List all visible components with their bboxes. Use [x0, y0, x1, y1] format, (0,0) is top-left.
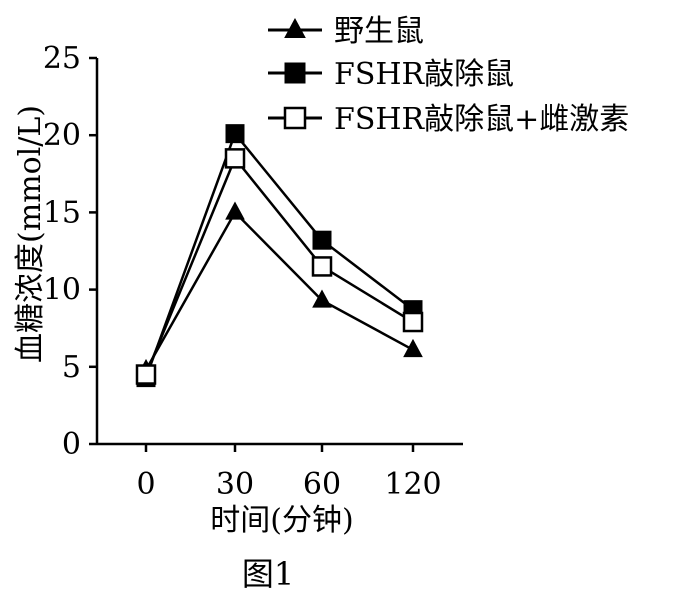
legend-entry: FSHR敲除鼠+雌激素: [268, 102, 629, 137]
y-tick-label: 25: [43, 41, 81, 76]
y-tick-label: 20: [43, 118, 81, 153]
data-point: [312, 230, 332, 250]
legend-entry: 野生鼠: [268, 14, 424, 49]
x-tick-label: 60: [303, 467, 341, 502]
legend-marker: [284, 17, 306, 38]
y-tick-label: 5: [62, 350, 81, 385]
x-axis-title: 时间(分钟): [210, 503, 353, 538]
data-point: [135, 364, 157, 385]
series-line: [144, 210, 414, 371]
x-tick-label: 120: [384, 467, 441, 502]
data-point: [403, 338, 423, 358]
data-point: [225, 201, 245, 220]
y-tick-label: 10: [43, 273, 81, 308]
series-line: [144, 131, 414, 379]
legend-entry: FSHR敲除鼠: [268, 57, 514, 92]
axes: 0 5 10 15 20 25 0 30 60 120: [43, 41, 463, 502]
data-point: [402, 311, 424, 333]
legend-label: FSHR敲除鼠+雌激素: [334, 102, 629, 137]
x-ticks: 0 30 60 120: [136, 444, 442, 502]
y-tick-label: 0: [62, 427, 81, 462]
legend-marker: [283, 106, 307, 130]
legend-label: FSHR敲除鼠: [334, 57, 514, 92]
data-point: [224, 148, 246, 169]
data-point: [312, 289, 332, 308]
y-ticks: 0 5 10 15 20 25: [43, 41, 97, 462]
figure-caption: 图1: [242, 555, 294, 593]
data-point: [311, 256, 333, 277]
plot-series: [135, 124, 424, 388]
legend-label: 野生鼠: [334, 14, 424, 49]
data-point: [225, 124, 245, 144]
y-axis-title: 血糖浓度(mmol/L): [13, 105, 48, 363]
y-tick-label: 15: [43, 195, 81, 230]
x-tick-label: 30: [216, 467, 254, 502]
legend-marker: [284, 62, 306, 84]
x-tick-label: 0: [136, 467, 155, 502]
series-3: [135, 148, 424, 385]
series-2: [136, 124, 423, 388]
series-line: [144, 155, 414, 375]
legend: 野生鼠 FSHR敲除鼠 FSHR敲除鼠+雌激素: [268, 14, 629, 137]
